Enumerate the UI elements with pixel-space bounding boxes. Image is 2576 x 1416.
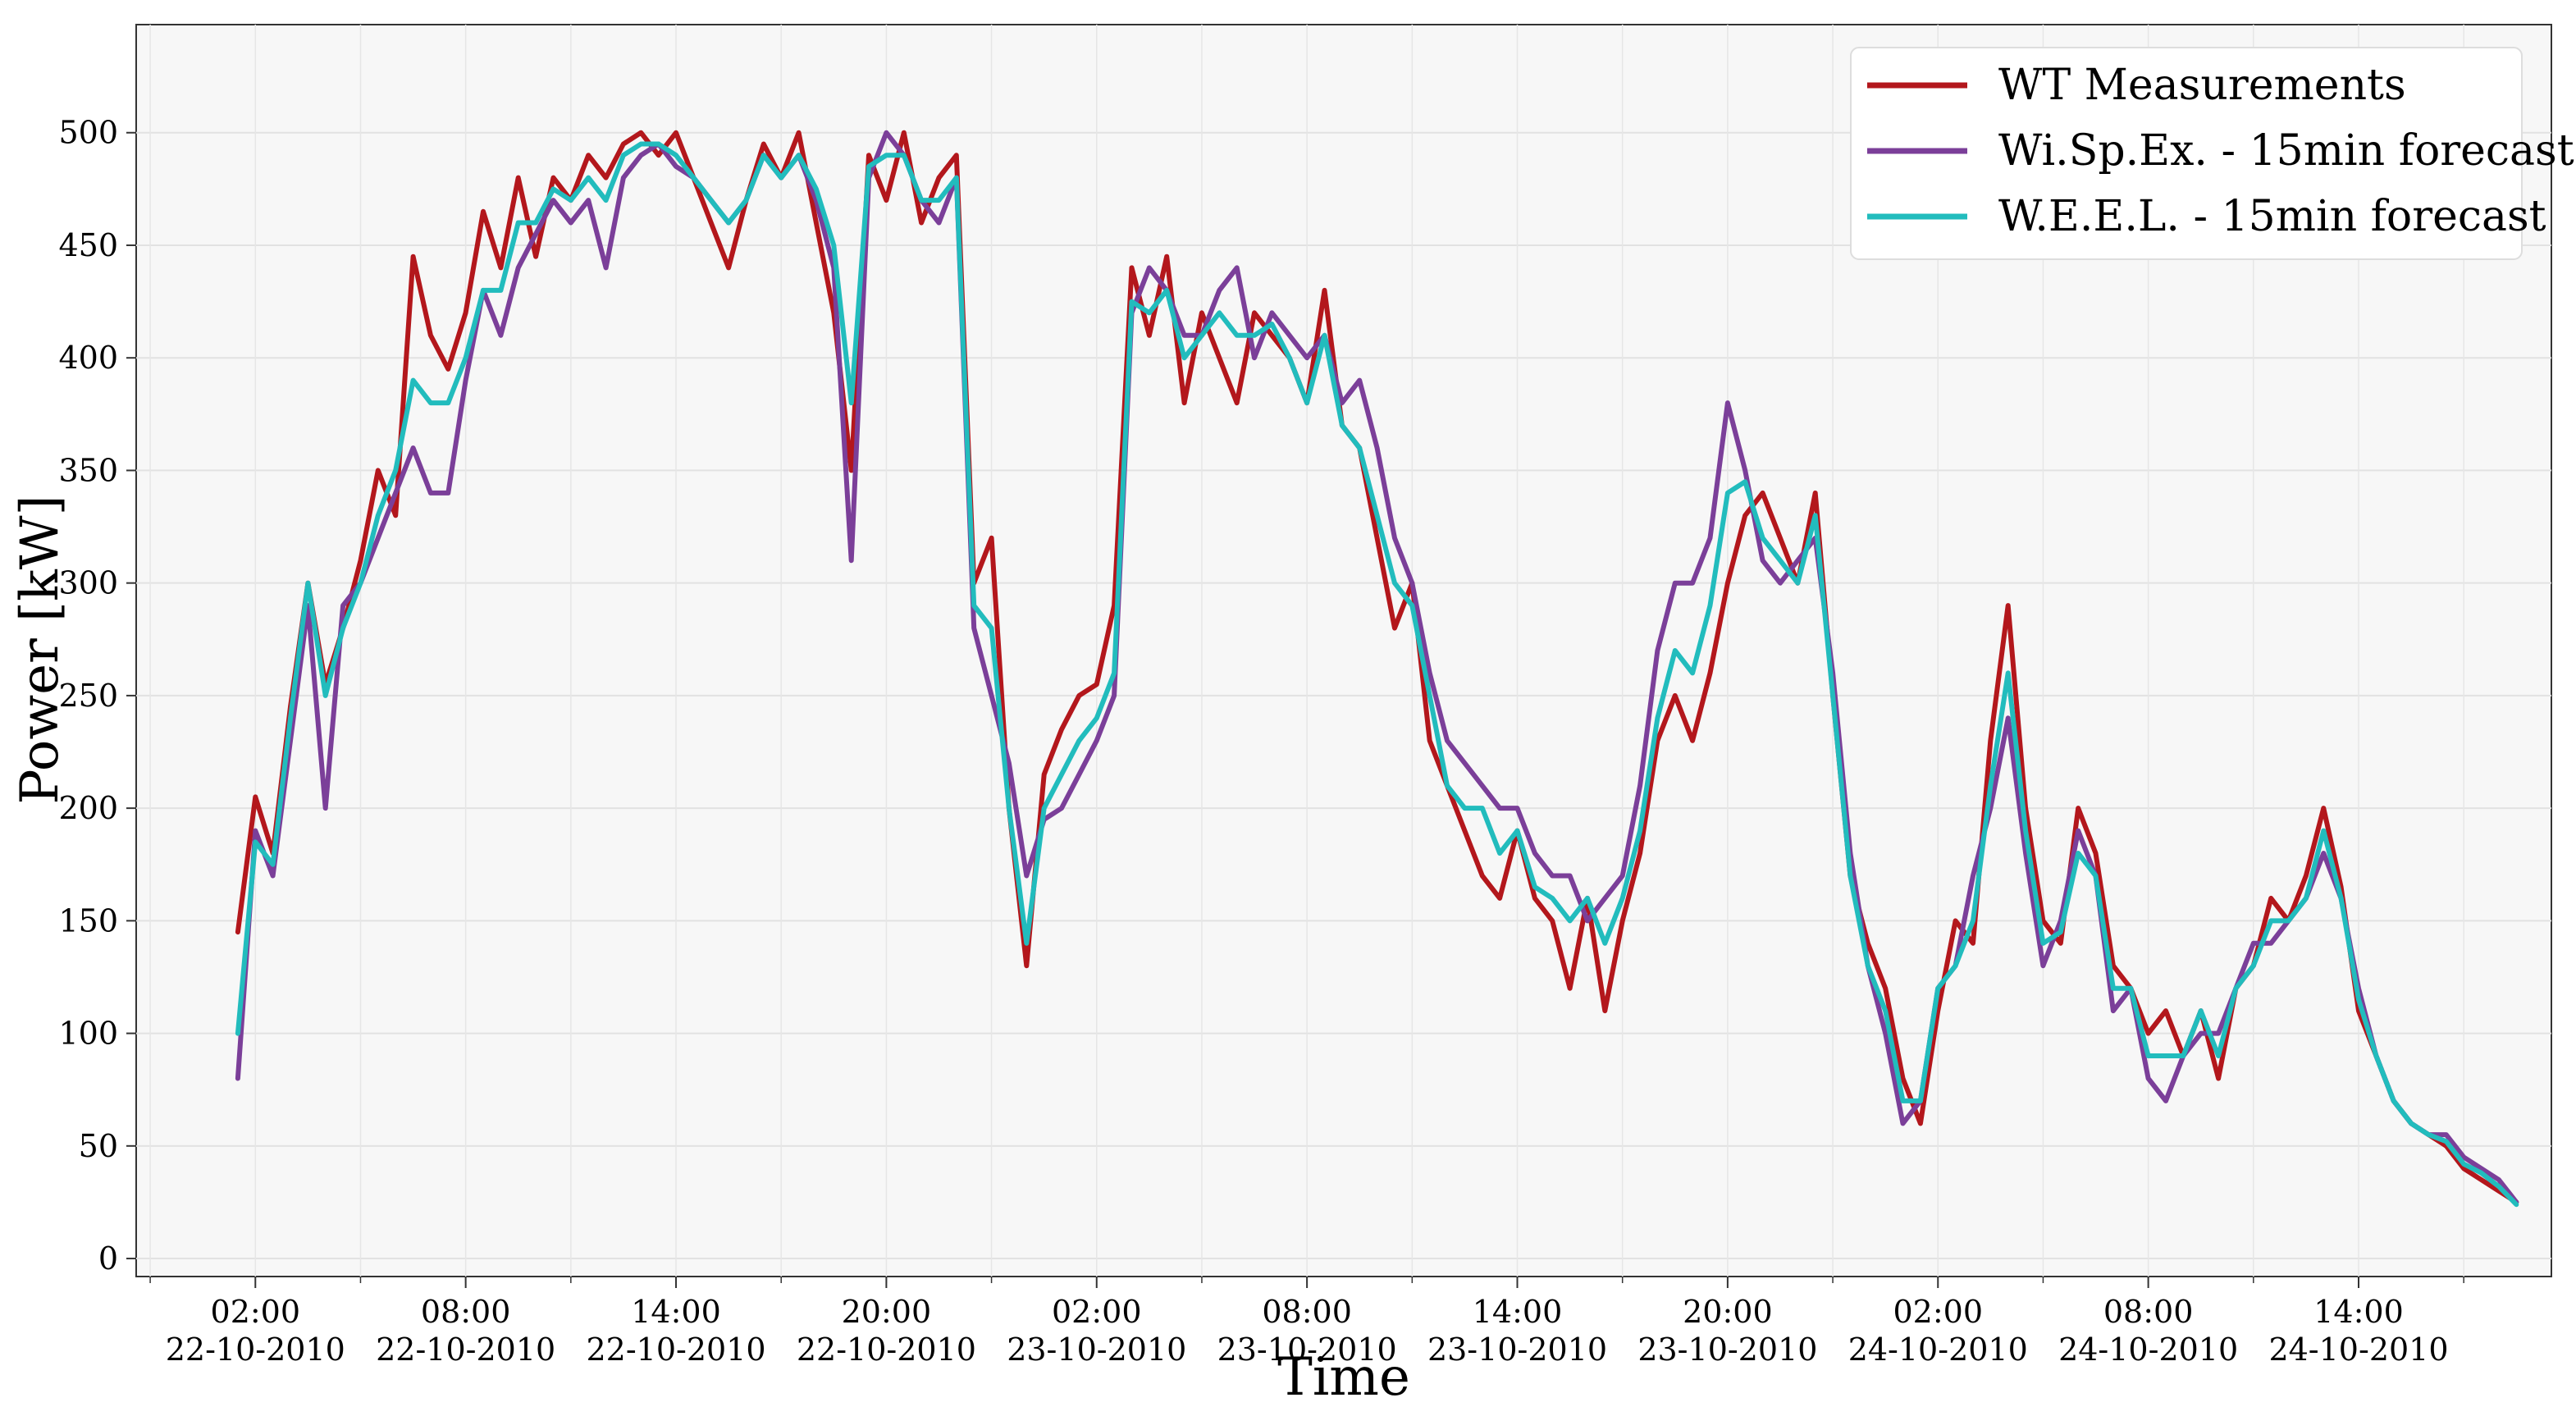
x-tick-date: 24-10-2010	[2058, 1331, 2238, 1368]
x-tick-time: 02:00	[1052, 1294, 1142, 1330]
x-tick-time: 08:00	[2103, 1294, 2194, 1330]
x-tick-date: 24-10-2010	[2268, 1331, 2448, 1368]
y-tick-label: 250	[58, 678, 118, 714]
y-tick-label: 0	[98, 1240, 118, 1277]
x-tick-date: 23-10-2010	[1217, 1331, 1397, 1368]
x-tick-date: 22-10-2010	[586, 1331, 765, 1368]
x-axis: 02:0022-10-201008:0022-10-201014:0022-10…	[149, 1277, 2464, 1368]
x-tick-date: 22-10-2010	[166, 1331, 345, 1368]
y-tick-label: 300	[58, 565, 118, 601]
legend-label: WT Measurements	[1998, 61, 2406, 110]
x-tick-time: 14:00	[631, 1294, 721, 1330]
x-axis-title: Time	[1277, 1347, 1410, 1408]
y-axis: 0 50 100 150 200 250 300 350 400 450 500	[58, 115, 136, 1277]
legend-label: W.E.E.L. - 15min forecast	[1998, 192, 2546, 241]
x-tick-date: 24-10-2010	[1848, 1331, 2028, 1368]
series-line-3	[235, 141, 2519, 1208]
y-axis-title: Power [kW]	[10, 495, 71, 804]
y-tick-label: 150	[58, 902, 118, 939]
x-tick-time: 14:00	[2313, 1294, 2404, 1330]
legend: WT Measurements Wi.Sp.Ex. - 15min forecas…	[1850, 47, 2574, 260]
x-tick-time: 20:00	[1683, 1294, 1773, 1330]
y-tick-label: 400	[58, 340, 118, 376]
y-tick-label: 200	[58, 790, 118, 826]
x-tick-date: 22-10-2010	[376, 1331, 555, 1368]
x-tick-date: 23-10-2010	[1637, 1331, 1817, 1368]
x-tick-time: 02:00	[211, 1294, 301, 1330]
x-tick-time: 20:00	[842, 1294, 932, 1330]
y-tick-label: 350	[58, 452, 118, 488]
x-tick-date: 23-10-2010	[1427, 1331, 1607, 1368]
series-group	[235, 130, 2519, 1208]
legend-label: Wi.Sp.Ex. - 15min forecast	[1998, 126, 2574, 176]
x-tick-time: 08:00	[1262, 1294, 1352, 1330]
x-tick-time: 02:00	[1893, 1294, 1983, 1330]
y-tick-label: 450	[58, 227, 118, 263]
x-tick-time: 14:00	[1473, 1294, 1563, 1330]
y-tick-label: 500	[58, 115, 118, 151]
x-tick-date: 22-10-2010	[797, 1331, 976, 1368]
y-tick-label: 50	[79, 1128, 118, 1164]
legend-box	[1850, 47, 2523, 260]
x-tick-time: 08:00	[421, 1294, 511, 1330]
x-tick-date: 23-10-2010	[1007, 1331, 1186, 1368]
y-tick-label: 100	[58, 1016, 118, 1052]
